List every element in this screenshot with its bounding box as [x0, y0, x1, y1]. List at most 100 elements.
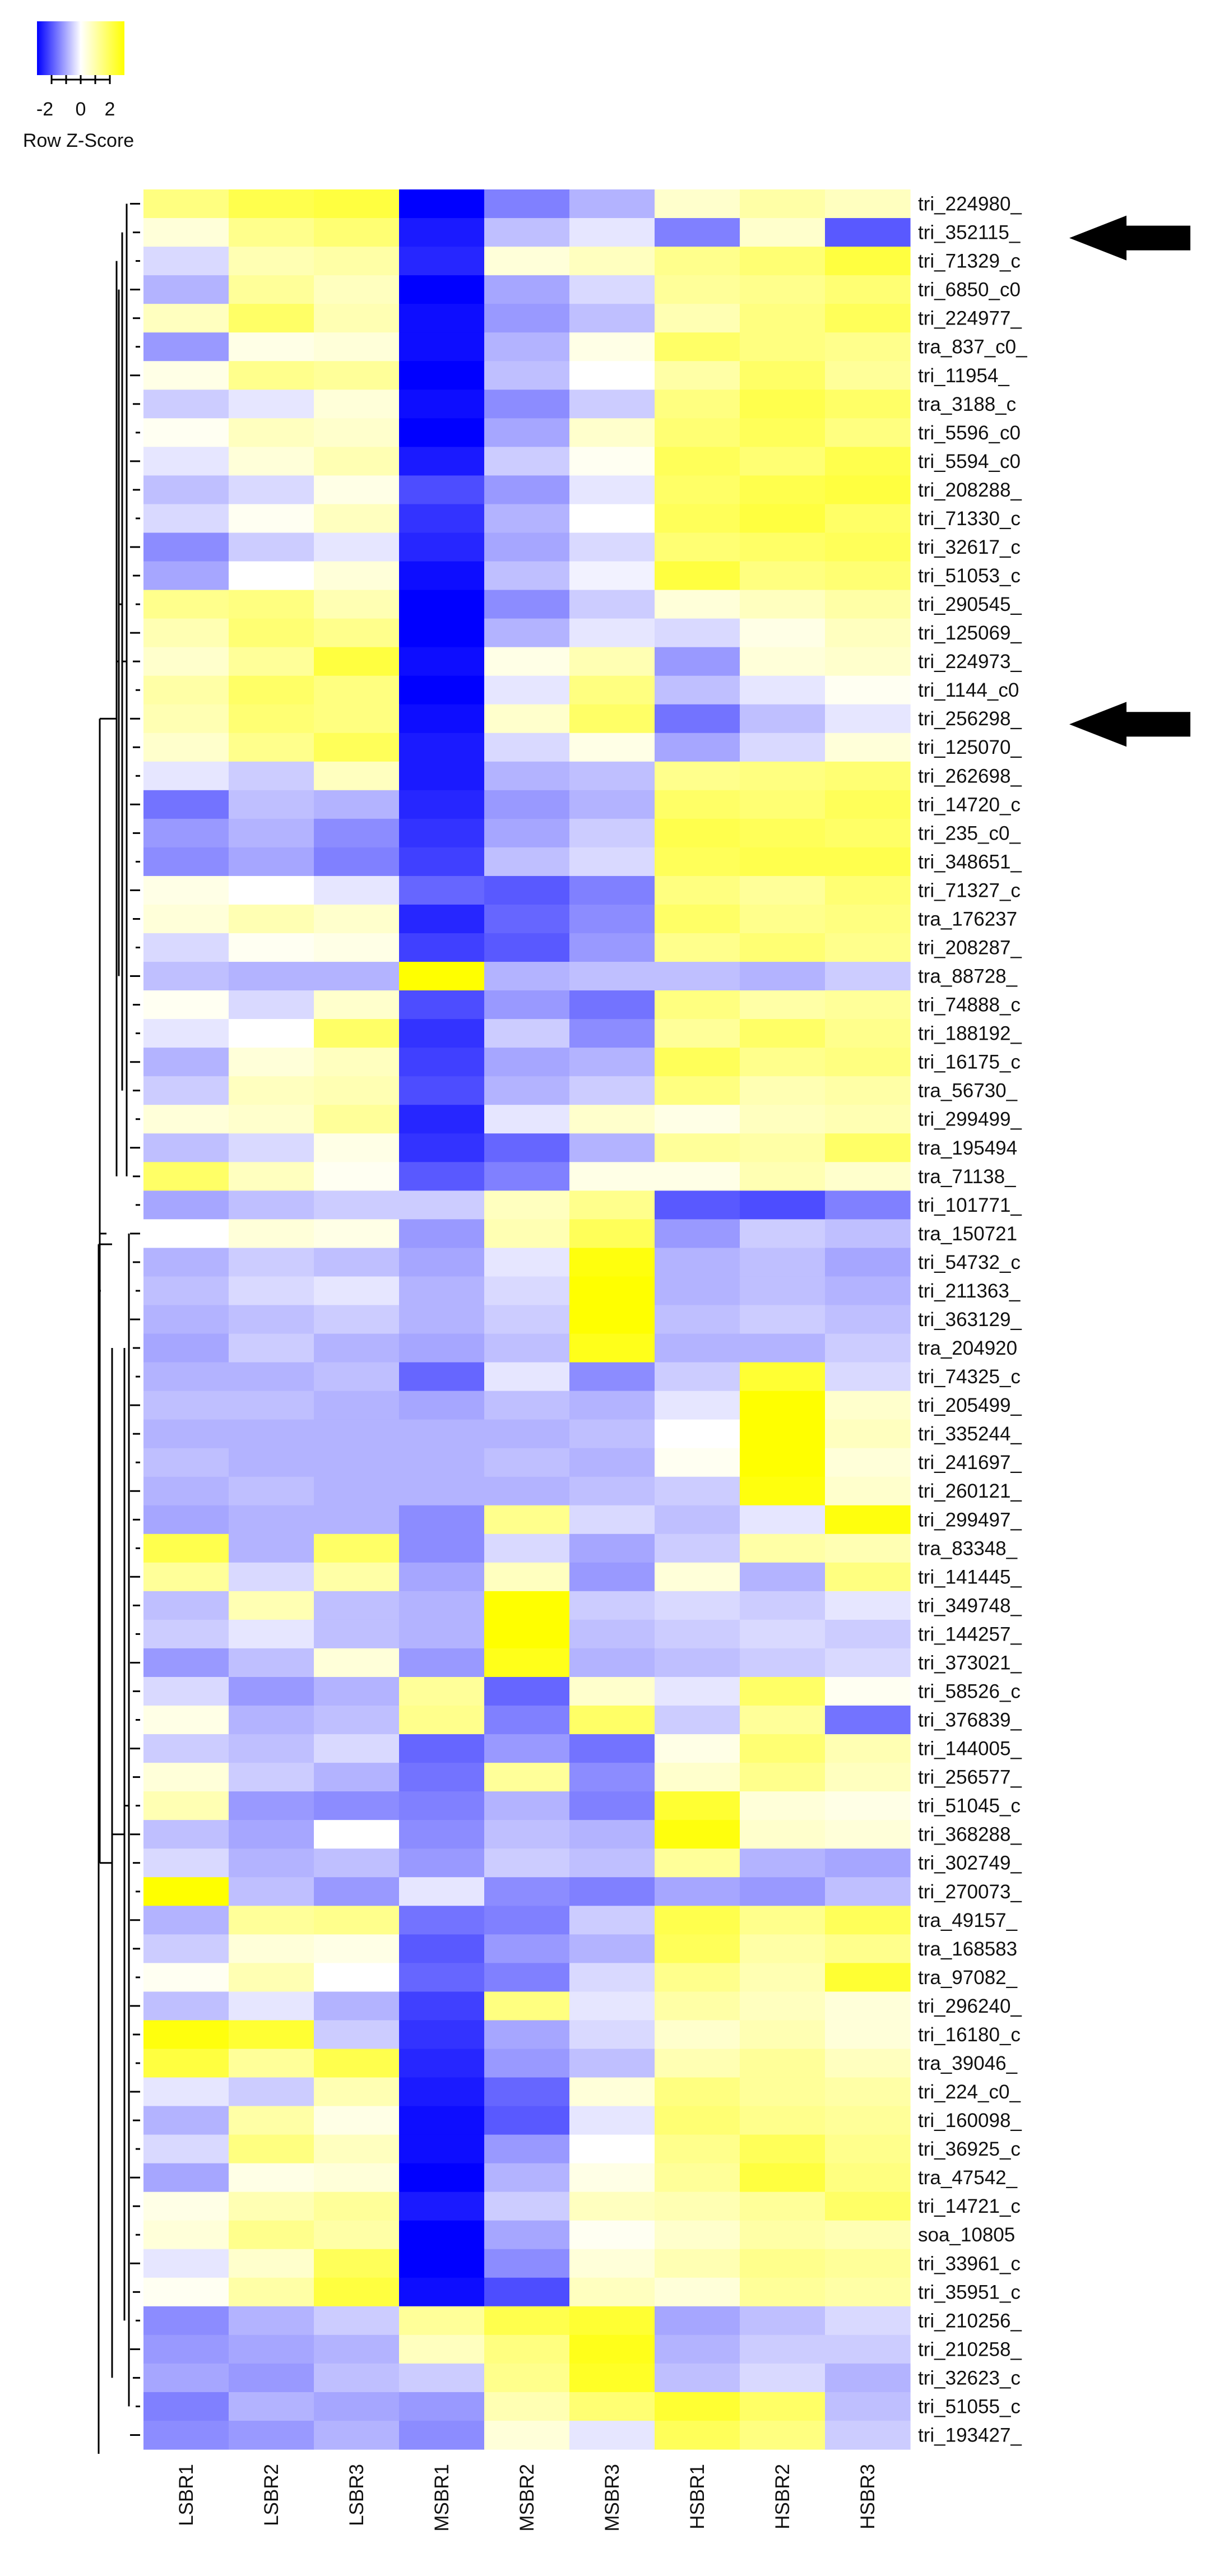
heatmap-cell: [484, 990, 570, 1020]
heatmap-cell: [825, 1877, 911, 1906]
heatmap-cell: [655, 2420, 740, 2450]
heatmap-cell: [143, 733, 229, 762]
heatmap-cell: [399, 647, 485, 677]
heatmap-cell: [484, 1533, 570, 1563]
heatmap-cell: [143, 1362, 229, 1392]
heatmap-cell: [484, 1076, 570, 1105]
row-label: tri_210256_: [918, 2310, 1022, 2332]
heatmap-cell: [229, 475, 314, 505]
heatmap-cell: [399, 1734, 485, 1763]
heatmap-cell: [399, 504, 485, 534]
row-label: tri_6850_c0: [918, 279, 1021, 301]
heatmap-cell: [229, 2106, 314, 2135]
heatmap-cell: [143, 1791, 229, 1820]
heatmap-cell: [143, 790, 229, 819]
arrow-annotations: [1069, 215, 1190, 747]
heatmap-cell: [314, 447, 400, 476]
heatmap-cell: [655, 2306, 740, 2336]
heatmap-cell: [655, 532, 740, 562]
heatmap-cell: [569, 962, 655, 991]
row-label: tri_373021_: [918, 1652, 1022, 1674]
heatmap-cell: [314, 1533, 400, 1563]
heatmap-cell: [569, 1562, 655, 1592]
heatmap-cell: [484, 2134, 570, 2164]
heatmap-cell: [569, 2106, 655, 2135]
row-label: tri_210258_: [918, 2338, 1022, 2360]
row-label: tri_193427_: [918, 2424, 1022, 2446]
row-label: tri_241697_: [918, 1452, 1022, 1474]
color-key-tick-low: -2: [36, 99, 53, 120]
heatmap-cell: [314, 1105, 400, 1134]
heatmap-cell: [229, 1763, 314, 1792]
heatmap-cell: [655, 761, 740, 791]
heatmap-cell: [655, 1877, 740, 1906]
row-label: tra_56730_: [918, 1080, 1018, 1102]
heatmap-cell: [740, 1276, 826, 1306]
heatmap-cell: [399, 2277, 485, 2307]
heatmap-cell: [655, 990, 740, 1020]
heatmap-cell: [740, 2249, 826, 2278]
heatmap-cell: [655, 2220, 740, 2250]
heatmap-cell: [143, 2049, 229, 2078]
heatmap-cell: [740, 304, 826, 333]
heatmap-cell: [143, 761, 229, 791]
heatmap-cell: [484, 2220, 570, 2250]
heatmap-cell: [569, 847, 655, 877]
heatmap-cell: [569, 904, 655, 934]
heatmap-cell: [484, 1219, 570, 1249]
heatmap-cell: [143, 1763, 229, 1792]
heatmap-cell: [740, 561, 826, 591]
heatmap-cell: [569, 418, 655, 447]
column-label: LSBR2: [261, 2464, 282, 2526]
heatmap-cell: [143, 504, 229, 534]
heatmap-cell: [314, 2077, 400, 2107]
heatmap-cell: [655, 1934, 740, 1963]
heatmap-cell: [484, 1676, 570, 1706]
heatmap-cell: [825, 847, 911, 877]
heatmap-cell: [484, 2249, 570, 2278]
row-label: tri_208287_: [918, 937, 1022, 959]
heatmap-cell: [484, 675, 570, 705]
heatmap-cell: [314, 475, 400, 505]
heatmap-cell: [143, 2392, 229, 2421]
heatmap-cell: [484, 590, 570, 619]
heatmap-cell: [229, 1105, 314, 1134]
heatmap-cell: [143, 962, 229, 991]
heatmap-cell: [229, 1076, 314, 1105]
heatmap-cell: [314, 790, 400, 819]
heatmap-cell: [740, 418, 826, 447]
row-label: tra_39046_: [918, 2053, 1018, 2074]
heatmap-cell: [655, 2106, 740, 2135]
heatmap-cell: [143, 1591, 229, 1620]
heatmap-cell: [825, 1619, 911, 1649]
row-label: tri_235_c0_: [918, 822, 1021, 844]
heatmap-cell: [399, 1648, 485, 1678]
heatmap-cell: [825, 2106, 911, 2135]
heatmap-cell: [569, 390, 655, 419]
heatmap-cell: [825, 1562, 911, 1592]
heatmap-cell: [399, 1419, 485, 1449]
heatmap-cell: [143, 2363, 229, 2393]
row-label: tri_32623_c: [918, 2367, 1021, 2389]
heatmap-cell: [143, 418, 229, 447]
heatmap-cell: [825, 1305, 911, 1335]
heatmap-cell: [740, 2020, 826, 2050]
heatmap-cell: [825, 1791, 911, 1820]
heatmap-cell: [484, 2277, 570, 2307]
heatmap-cell: [655, 1305, 740, 1335]
heatmap-cell: [229, 1591, 314, 1620]
heatmap-cell: [655, 1791, 740, 1820]
heatmap-cell: [314, 733, 400, 762]
heatmap-cell: [655, 1419, 740, 1449]
heatmap-cell: [569, 1505, 655, 1535]
heatmap-cell: [569, 1419, 655, 1449]
heatmap-cell: [740, 1019, 826, 1048]
heatmap-cell: [229, 2420, 314, 2450]
row-label: tri_224980_: [918, 193, 1022, 215]
heatmap-cell: [740, 1934, 826, 1963]
heatmap-cell: [740, 1648, 826, 1678]
row-label: tri_101771_: [918, 1194, 1022, 1216]
heatmap-cell: [143, 447, 229, 476]
heatmap-cell: [314, 904, 400, 934]
heatmap-cell: [740, 247, 826, 276]
